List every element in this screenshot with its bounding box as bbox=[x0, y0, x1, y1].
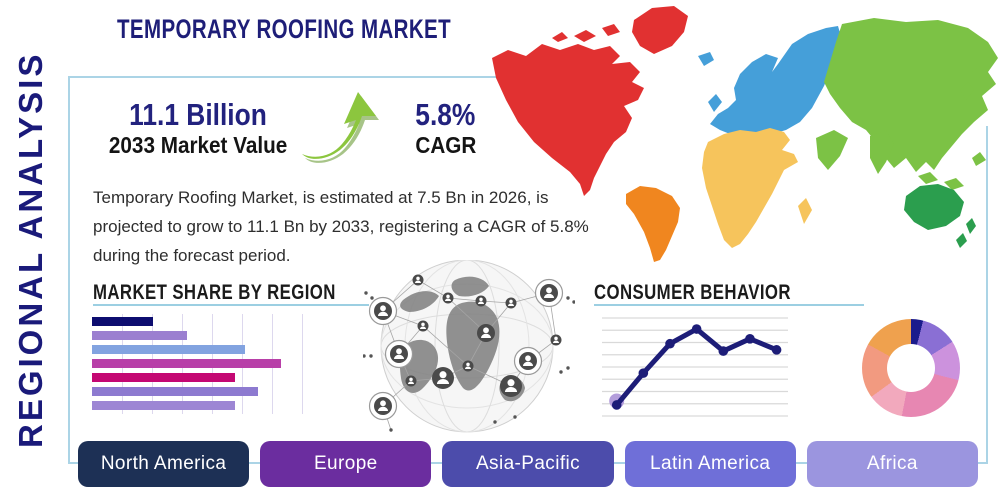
continent-europe bbox=[698, 26, 842, 138]
line-chart-title-underline bbox=[594, 304, 864, 306]
region-button-label: North America bbox=[100, 453, 227, 474]
data-point-7 bbox=[771, 345, 782, 355]
region-button-label: Asia-Pacific bbox=[475, 453, 581, 474]
region-button-latin-america[interactable]: Latin America bbox=[624, 441, 796, 487]
bar-gridline bbox=[302, 314, 303, 414]
line-chart bbox=[593, 313, 873, 421]
region-button-label: Africa bbox=[866, 453, 918, 474]
donut-hole bbox=[887, 344, 935, 392]
data-point-1 bbox=[611, 400, 622, 410]
scatter-dots bbox=[362, 291, 576, 432]
frame-left-line bbox=[68, 76, 70, 464]
frame-right-line bbox=[986, 126, 988, 464]
data-point-6 bbox=[745, 334, 755, 344]
data-point-4 bbox=[691, 324, 702, 334]
market-value-block: 11.1 Billion 2033 Market Value bbox=[88, 97, 308, 159]
world-map-illustration bbox=[482, 0, 1000, 262]
frame-top-line bbox=[68, 76, 505, 78]
donut-chart bbox=[862, 319, 960, 417]
bar-segment-1 bbox=[92, 317, 153, 326]
cagr-value-text: 5.8% bbox=[415, 97, 476, 132]
world-map-svg bbox=[492, 6, 998, 262]
market-value-text: 11.1 Billion bbox=[129, 97, 267, 132]
arrow-shape bbox=[302, 92, 376, 159]
continent-south-america bbox=[626, 186, 680, 262]
bar-segment-4 bbox=[92, 359, 281, 368]
growth-arrow-icon bbox=[296, 82, 382, 168]
bar-chart-title-underline bbox=[93, 304, 369, 306]
bar-segment-5 bbox=[92, 373, 235, 382]
globe-network-illustration bbox=[362, 259, 576, 438]
market-value-label: 2033 Market Value bbox=[108, 132, 288, 158]
bar-segment-6 bbox=[92, 387, 258, 396]
market-description: Temporary Roofing Market, is estimated a… bbox=[93, 188, 589, 265]
bar-segment-2 bbox=[92, 331, 187, 340]
page-title: TEMPORARY ROOFING MARKET bbox=[117, 14, 452, 44]
continent-north-america bbox=[492, 6, 688, 196]
bar-chart-title: MARKET SHARE BY REGION bbox=[93, 281, 336, 304]
side-label: REGIONAL ANALYSIS bbox=[12, 51, 49, 448]
continent-asia bbox=[816, 18, 998, 190]
data-point-2 bbox=[638, 368, 649, 378]
data-point-3 bbox=[665, 338, 675, 349]
region-button-africa[interactable]: Africa bbox=[806, 441, 979, 487]
cagr-block: 5.8% CAGR bbox=[398, 97, 493, 159]
bar-chart-bars bbox=[92, 317, 281, 410]
region-button-north-america[interactable]: North America bbox=[78, 441, 250, 487]
continent-australia bbox=[904, 184, 976, 248]
region-buttons-row: North America Europe Asia-Pacific Latin Ame… bbox=[78, 441, 979, 487]
region-button-asia-pacific[interactable]: Asia-Pacific bbox=[442, 441, 614, 487]
region-button-label: Europe bbox=[313, 453, 378, 474]
cagr-label: CAGR bbox=[415, 132, 476, 158]
continent-africa bbox=[702, 128, 812, 248]
line-chart-title: CONSUMER BEHAVIOR bbox=[594, 281, 791, 304]
region-button-europe[interactable]: Europe bbox=[260, 441, 432, 487]
line-chart-svg bbox=[602, 317, 788, 417]
region-button-label: Latin America bbox=[650, 453, 771, 474]
bar-segment-7 bbox=[92, 401, 235, 410]
data-point-5 bbox=[718, 346, 729, 356]
bar-chart bbox=[92, 314, 310, 416]
bar-segment-3 bbox=[92, 345, 246, 354]
